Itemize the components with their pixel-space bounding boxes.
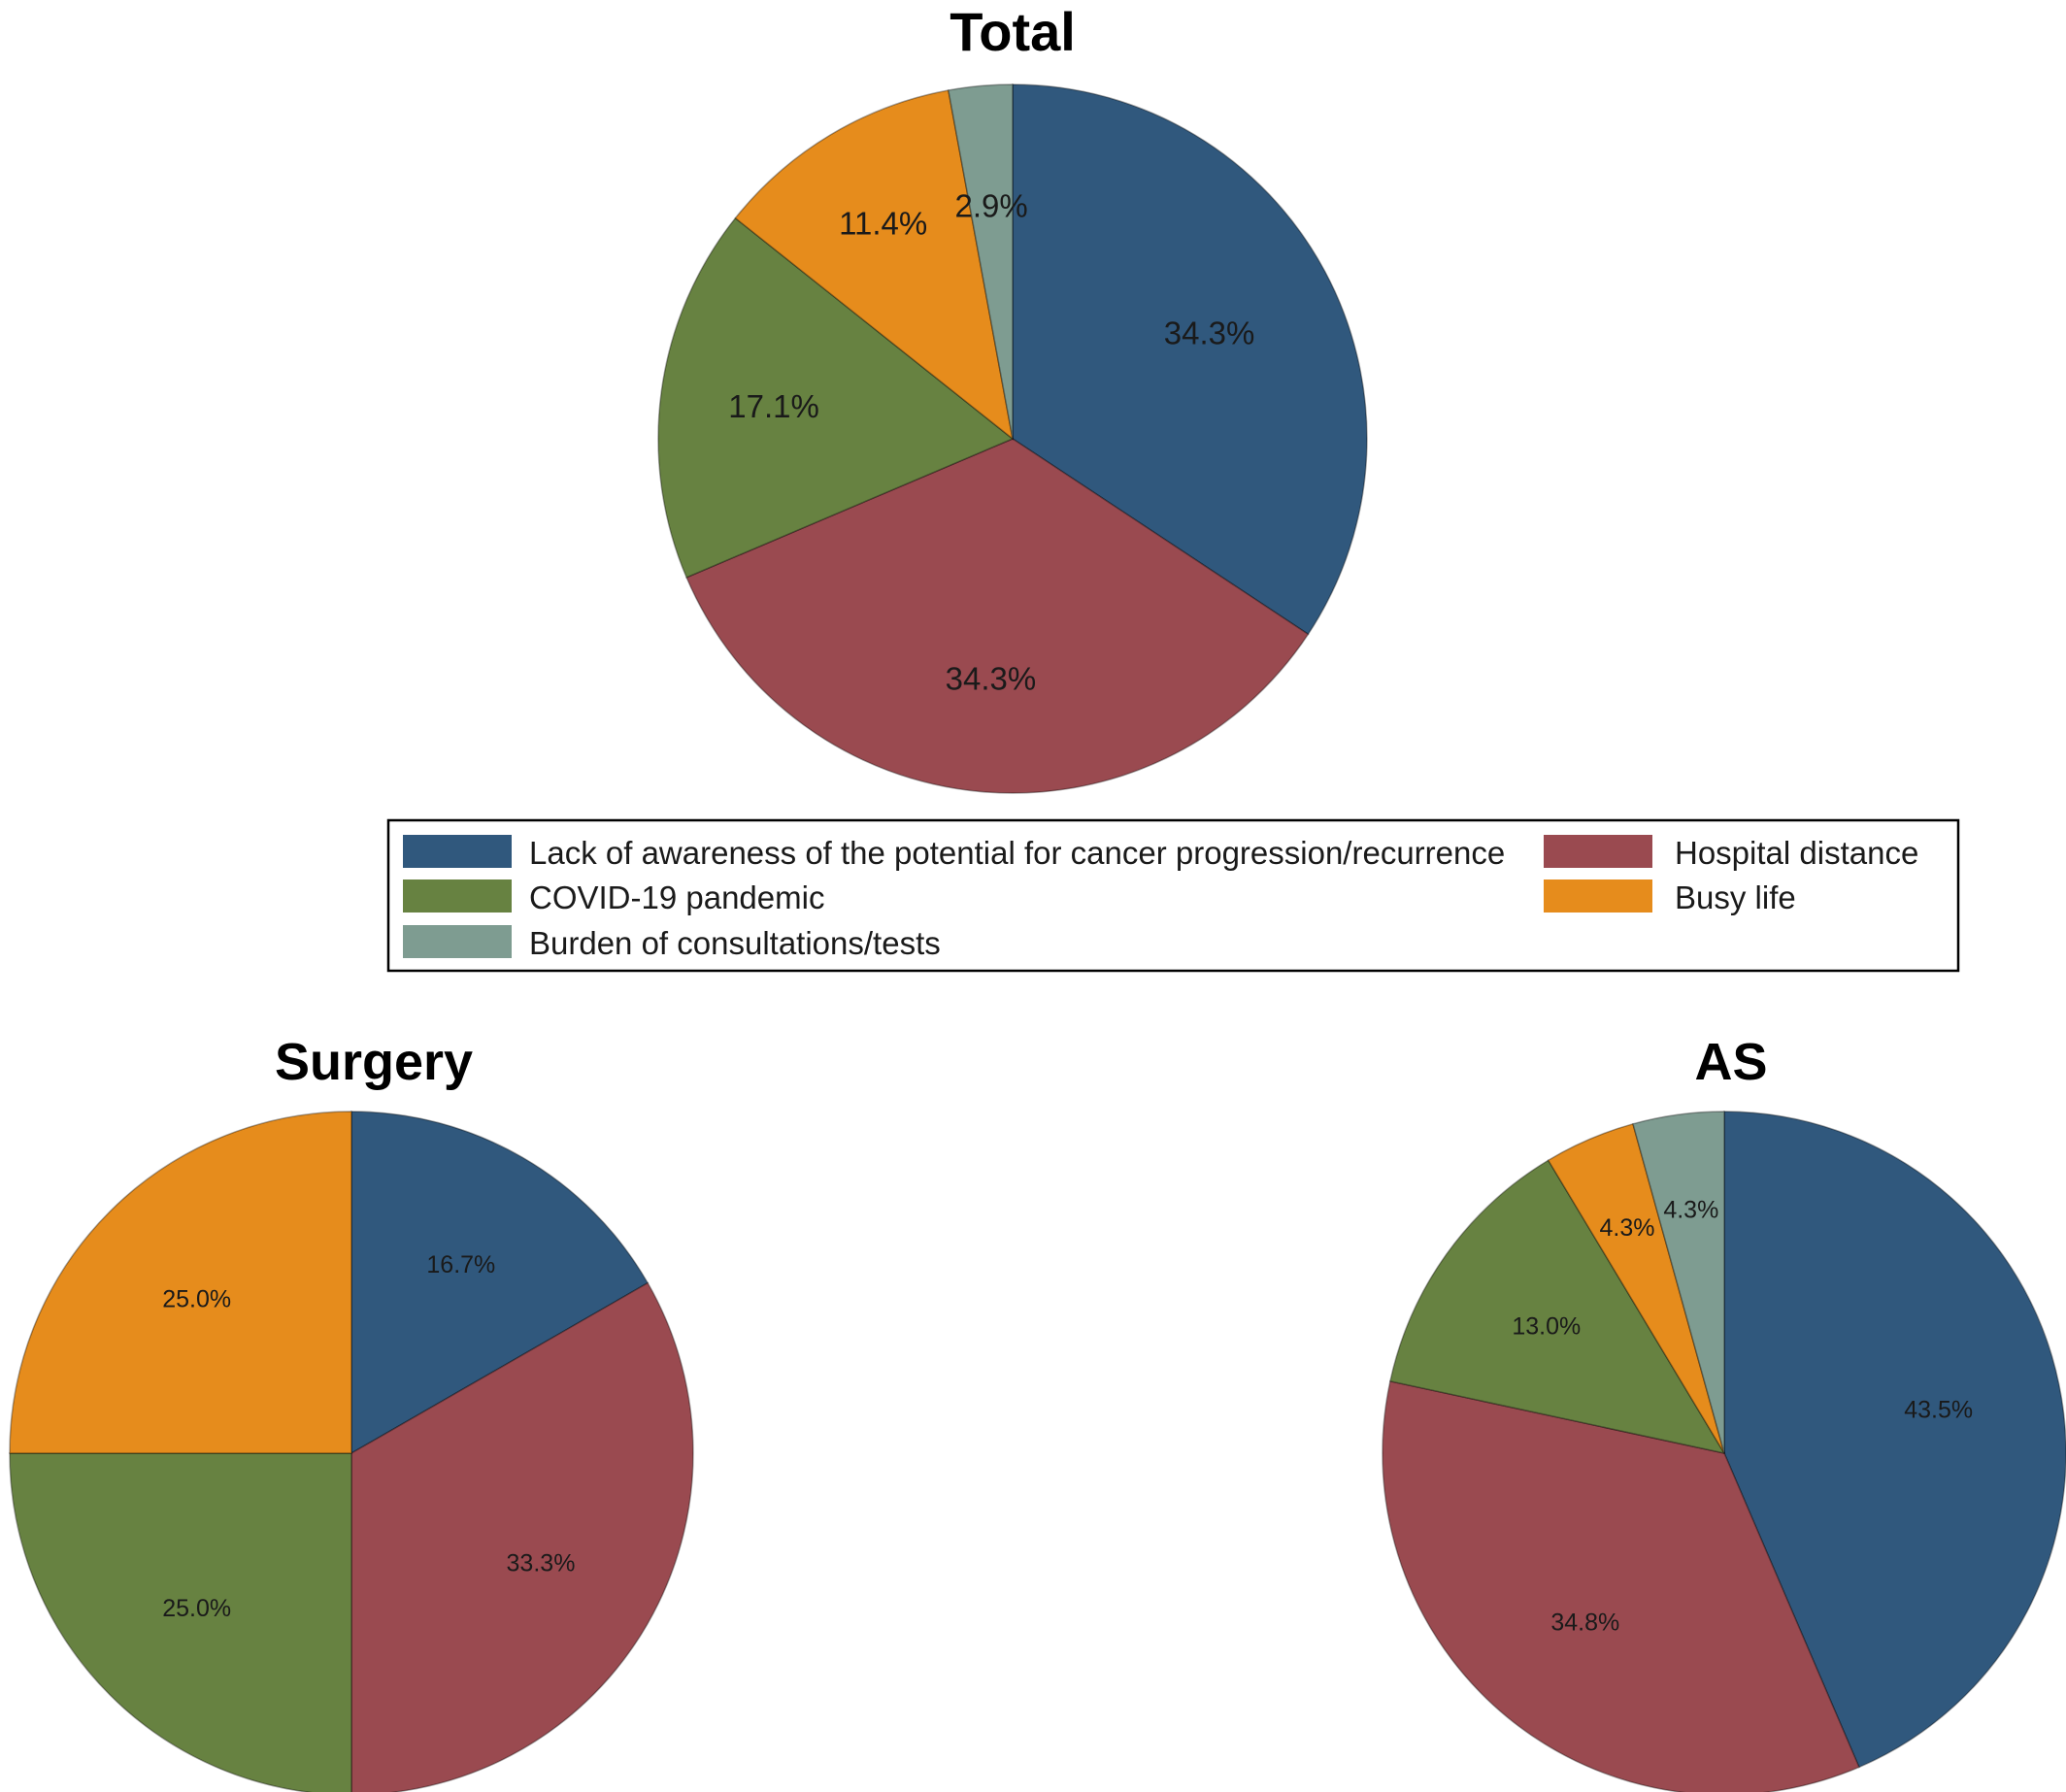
pie-slice-label-surgery-hospital-distance: 33.3% [507,1550,576,1577]
pie-slice-as-hospital-distance [1382,1379,1860,1792]
pies-group: Total 34.3% 34.3% 17.1% 11.4% 2.9% Surgery 16.7… [9,1,2066,1792]
pie-as: AS 43.5% 34.8% 13.0% 4.3% 4.3% [1382,1033,2066,1792]
pie-slice-label-as-hospital-distance: 34.8% [1550,1609,1619,1637]
pie-slice-label-as-lack-of-awareness-of-the-potential-for-c: 43.5% [1904,1396,1973,1423]
pie-slice-label-surgery-lack-of-awareness-of-the-potential-for-c: 16.7% [426,1251,495,1278]
legend-label-burden: Burden of consultations/tests [529,925,941,961]
legend-label-busy-life: Busy life [1675,879,1796,915]
legend-swatch-covid-19 [403,879,512,913]
legend-swatch-hospital-distance [1544,835,1652,868]
pie-slice-label-total-covid-19-pandemic: 17.1% [728,388,819,424]
pie-title-as: AS [1694,1033,1767,1091]
pie-slice-as-lack-of-awareness-of-the-potential-for-c [1723,1111,2066,1769]
pie-slice-label-surgery-covid-19-pandemic: 25.0% [162,1595,231,1622]
pie-slice-label-as-busy-life: 4.3% [1599,1214,1654,1242]
legend-label-lack-of-awareness: Lack of awareness of the potential for c… [529,835,1505,871]
pie-slice-label-total-busy-life: 11.4% [839,205,927,241]
pie-title-total: Total [950,1,1076,62]
pie-slice-surgery-lack-of-awareness-of-the-potential-for-c [350,1111,650,1455]
pie-title-surgery: Surgery [275,1033,473,1091]
pie-slice-as-covid-19-pandemic [1389,1159,1726,1455]
pie-slice-surgery-hospital-distance [350,1281,694,1792]
pie-slice-label-total-burden-of-consultations-tests: 2.9% [954,188,1027,224]
pie-slice-label-total-hospital-distance: 34.3% [946,661,1037,697]
pie-slice-label-as-burden-of-consultations-tests: 4.3% [1663,1197,1718,1224]
pie-slice-as-busy-life [1547,1122,1725,1454]
pie-slice-total-covid-19-pandemic [657,216,1015,579]
pie-slice-total-hospital-distance [685,438,1310,794]
pie-slice-label-total-lack-of-awareness-of-the-potential-for-c: 34.3% [1164,315,1255,351]
legend-frame [386,818,1960,973]
pie-slice-total-lack-of-awareness-of-the-potential-for-c [1012,83,1368,636]
pie-total: Total 34.3% 34.3% 17.1% 11.4% 2.9% [657,1,1368,794]
legend-label-covid-19: COVID-19 pandemic [529,879,824,915]
pie-slice-as-burden-of-consultations-tests [1632,1111,1725,1454]
pie-slice-total-burden-of-consultations-tests [947,83,1014,440]
pie-slice-label-surgery-busy-life: 25.0% [162,1285,231,1312]
legend-swatch-busy-life [1544,879,1652,913]
legend-label-hospital-distance: Hospital distance [1675,835,1918,871]
pie-slice-surgery-covid-19-pandemic [9,1452,352,1792]
pie-surgery: Surgery 16.7% 33.3% 25.0% 25.0% [9,1033,694,1792]
pie-slice-total-busy-life [734,89,1015,441]
legend: Lack of awareness of the potential for c… [386,818,1960,973]
legend-swatch-lack-of-awareness [403,835,512,868]
pie-slice-label-as-covid-19-pandemic: 13.0% [1512,1313,1581,1341]
pie-slice-surgery-busy-life [9,1111,352,1454]
legend-swatch-burden [403,925,512,958]
